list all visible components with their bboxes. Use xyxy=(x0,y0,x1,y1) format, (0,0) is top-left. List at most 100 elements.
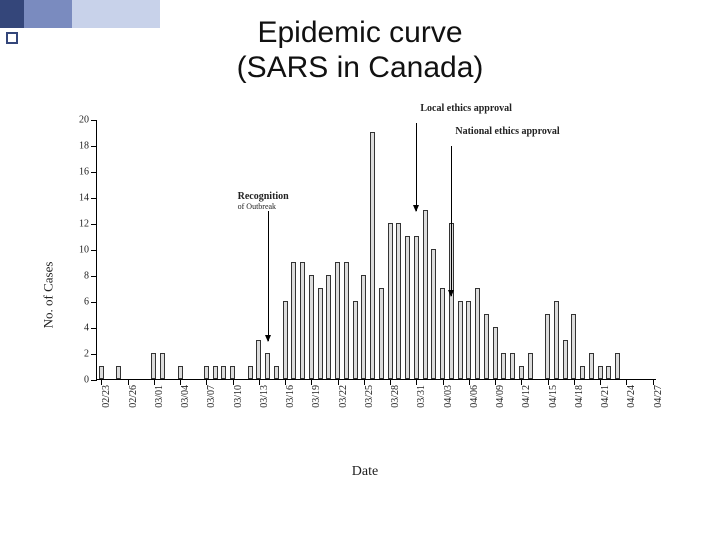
x-tick-label: 03/07 xyxy=(206,385,217,408)
bar xyxy=(318,288,323,379)
bar xyxy=(379,288,384,379)
bar xyxy=(458,301,463,379)
x-tick-label: 04/12 xyxy=(521,385,532,408)
x-tick-label: 04/27 xyxy=(653,385,664,408)
x-tick-label: 03/28 xyxy=(390,385,401,408)
bar xyxy=(309,275,314,379)
bar xyxy=(563,340,568,379)
y-tick-label: 20 xyxy=(79,115,89,126)
bar xyxy=(99,366,104,379)
x-tick-label: 02/23 xyxy=(101,385,112,408)
annotation-arrow xyxy=(451,146,452,296)
y-tick-label: 14 xyxy=(79,193,89,204)
x-tick-label: 04/06 xyxy=(469,385,480,408)
y-tick xyxy=(91,198,97,199)
y-tick-label: 10 xyxy=(79,245,89,256)
x-tick-label: 03/25 xyxy=(364,385,375,408)
x-tick-label: 03/22 xyxy=(338,385,349,408)
annotation-label: Recognitionof Outbreak xyxy=(238,191,289,211)
x-tick-label: 04/15 xyxy=(548,385,559,408)
bar xyxy=(423,210,428,379)
title-line-2: (SARS in Canada) xyxy=(237,51,484,84)
x-tick-label: 04/03 xyxy=(443,385,454,408)
bar xyxy=(598,366,603,379)
annotation-label: National ethics approval xyxy=(455,126,559,137)
bar xyxy=(606,366,611,379)
bar xyxy=(431,249,436,379)
x-tick-label: 03/01 xyxy=(154,385,165,408)
bar xyxy=(396,223,401,379)
bar xyxy=(178,366,183,379)
bar xyxy=(571,314,576,379)
y-tick-label: 8 xyxy=(84,271,89,282)
bar xyxy=(151,353,156,379)
bar xyxy=(335,262,340,379)
bar xyxy=(370,132,375,379)
bar xyxy=(466,301,471,379)
x-tick-label: 03/19 xyxy=(311,385,322,408)
bar xyxy=(589,353,594,379)
bar xyxy=(230,366,235,379)
epidemic-curve-chart: No. of Cases 0246810121416182002/2302/26… xyxy=(60,120,670,470)
y-tick xyxy=(91,224,97,225)
y-tick xyxy=(91,328,97,329)
y-tick-label: 2 xyxy=(84,349,89,360)
bar xyxy=(248,366,253,379)
y-tick xyxy=(91,120,97,121)
annotation-arrow xyxy=(268,211,269,341)
x-tick-label: 03/31 xyxy=(416,385,427,408)
y-tick-label: 16 xyxy=(79,167,89,178)
bar xyxy=(440,288,445,379)
y-tick xyxy=(91,354,97,355)
plot-area: 0246810121416182002/2302/2603/0103/0403/… xyxy=(96,120,656,380)
bar xyxy=(545,314,550,379)
bar xyxy=(615,353,620,379)
bar xyxy=(493,327,498,379)
y-tick xyxy=(91,276,97,277)
y-tick-label: 12 xyxy=(79,219,89,230)
bar xyxy=(274,366,279,379)
bar xyxy=(221,366,226,379)
bar xyxy=(344,262,349,379)
x-tick-label: 03/13 xyxy=(259,385,270,408)
bar xyxy=(361,275,366,379)
y-tick xyxy=(91,172,97,173)
x-tick-label: 02/26 xyxy=(128,385,139,408)
title-line-1: Epidemic curve xyxy=(257,16,462,49)
bar xyxy=(414,236,419,379)
bar xyxy=(204,366,209,379)
bar xyxy=(213,366,218,379)
y-tick xyxy=(91,146,97,147)
x-tick-label: 04/24 xyxy=(626,385,637,408)
bar xyxy=(116,366,121,379)
y-tick-label: 18 xyxy=(79,141,89,152)
bar xyxy=(160,353,165,379)
x-tick-label: 03/04 xyxy=(180,385,191,408)
bar xyxy=(326,275,331,379)
annotation-label: Local ethics approval xyxy=(420,103,511,114)
y-tick xyxy=(91,380,97,381)
bar xyxy=(475,288,480,379)
bar xyxy=(554,301,559,379)
x-tick-label: 04/21 xyxy=(600,385,611,408)
bar xyxy=(405,236,410,379)
bar xyxy=(519,366,524,379)
bar xyxy=(484,314,489,379)
y-tick-label: 6 xyxy=(84,297,89,308)
x-tick-label: 03/16 xyxy=(285,385,296,408)
bar xyxy=(501,353,506,379)
x-tick-label: 04/09 xyxy=(495,385,506,408)
y-tick-label: 0 xyxy=(84,375,89,386)
x-tick-label: 03/10 xyxy=(233,385,244,408)
bar xyxy=(283,301,288,379)
bar xyxy=(291,262,296,379)
y-tick-label: 4 xyxy=(84,323,89,334)
bar xyxy=(388,223,393,379)
y-tick xyxy=(91,250,97,251)
bar xyxy=(528,353,533,379)
bar xyxy=(265,353,270,379)
y-axis-title: No. of Cases xyxy=(40,262,56,329)
bar xyxy=(256,340,261,379)
y-tick xyxy=(91,302,97,303)
bar xyxy=(510,353,515,379)
